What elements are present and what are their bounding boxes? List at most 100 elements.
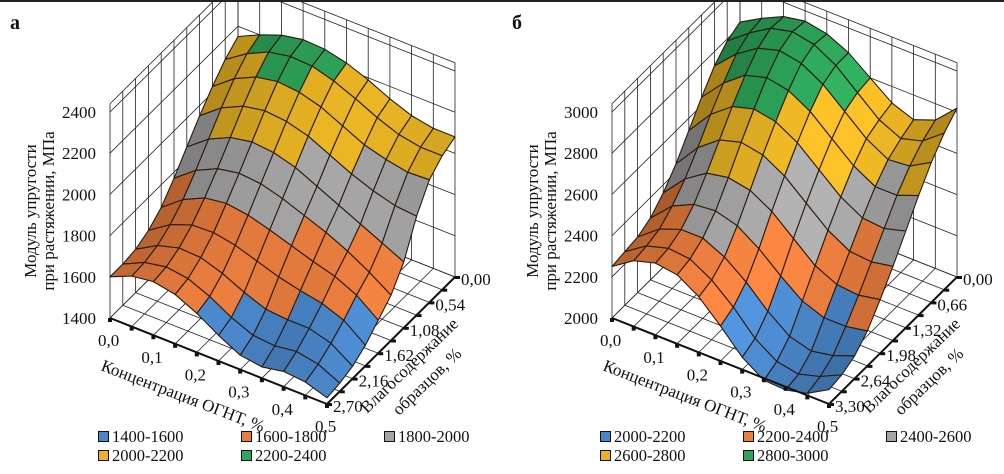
legend-swatch (384, 431, 395, 442)
y-tick-mark (931, 301, 937, 305)
x-tick-mark (216, 361, 221, 365)
surface-patch (109, 261, 146, 278)
axes (610, 276, 962, 408)
x-tick-label: 0,2 (687, 365, 708, 384)
x-tick-mark (173, 343, 178, 348)
wall-z-gridline (109, 2, 456, 113)
wall-top-edge (611, 2, 958, 105)
x-tick-label: 0,1 (141, 348, 162, 367)
y-tick-mark (378, 352, 384, 356)
y-tick-mark (352, 377, 358, 381)
legend-item: 2600-2800 (600, 446, 686, 465)
legend-item: 2200-2400 (743, 427, 829, 446)
z-tick-label: 3000 (564, 103, 598, 122)
legend-label: 2600-2800 (614, 446, 686, 465)
y-tick-mark (841, 390, 847, 394)
y-tick-mark (416, 314, 422, 318)
z-tick-label: 2200 (62, 144, 96, 163)
y-tick-label: 1,08 (410, 321, 440, 340)
x-tick-label: 0,0 (600, 331, 621, 350)
x-tick-mark (675, 343, 680, 348)
panel-а: 0,0 0,1 0,2 0,3 0,4 0,5 0,00 0,54 1,08 1,62 2,16 2,… (21, 2, 491, 436)
x-tick-label: 0,3 (228, 383, 249, 402)
x-tick-mark (151, 335, 156, 340)
z-tick-label: 2000 (564, 309, 598, 328)
z-axis-title: при растяжении, МПа (39, 131, 58, 291)
y-tick-label: 0,66 (937, 295, 967, 314)
legend-item: 2000-2200 (98, 446, 184, 465)
x-tick-mark (303, 395, 308, 400)
y-tick-mark (339, 390, 345, 394)
z-tick-label: 1400 (62, 309, 96, 328)
legend-item: 2400-2600 (886, 427, 972, 446)
x-tick-mark (129, 326, 134, 331)
x-tick-mark (696, 352, 701, 357)
x-tick-mark (281, 386, 286, 391)
tick-labels: 0,0 0,1 0,2 0,3 0,4 0,5 0,00 0,66 1,32 1,98 2,64 3,… (564, 103, 993, 436)
wall-z-gridline (109, 25, 456, 154)
legend-item: 2000-2200 (600, 427, 686, 446)
y-tick-mark (327, 403, 332, 406)
z-tick-label: 1800 (62, 227, 96, 246)
y-tick-mark (403, 326, 409, 330)
panel-label-b: б (512, 12, 522, 34)
y-tick-label: 0,54 (435, 295, 465, 314)
panel-б: 0,0 0,1 0,2 0,3 0,4 0,5 0,00 0,66 1,32 1,98 2,64 3,… (523, 2, 993, 436)
legend-swatch (241, 450, 252, 461)
x-tick-label: 0,5 (817, 417, 838, 436)
legend-swatch (98, 450, 109, 461)
surface-patch (611, 245, 648, 268)
x-tick-label: 0,2 (185, 365, 206, 384)
axes (108, 276, 460, 408)
z-axis-title: Модуль упругости (523, 144, 542, 278)
legend-label: 1400-1600 (112, 427, 184, 446)
legend-label: 1600-1800 (255, 427, 327, 446)
y-tick-mark (867, 364, 873, 368)
legend-swatch (98, 431, 109, 442)
y-tick-mark (365, 364, 371, 368)
x-tick-label: 0,4 (272, 400, 294, 419)
y-tick-label: 2,64 (861, 372, 891, 391)
x-tick-label: 0,3 (730, 383, 751, 402)
x-tick-label: 0,0 (98, 331, 119, 350)
legend-label: 2000-2200 (112, 446, 184, 465)
z-axis-title: при растяжении, МПа (541, 131, 560, 291)
x-tick-mark (194, 352, 199, 357)
y-tick-mark (893, 339, 898, 343)
y-tick-mark (944, 288, 950, 292)
legend-swatch (743, 450, 754, 461)
legend-swatch (600, 450, 611, 461)
y-tick-label: 2,16 (359, 372, 389, 391)
y-tick-mark (918, 314, 924, 318)
x-tick-mark (740, 369, 745, 374)
y-tick-mark (455, 276, 460, 279)
x-tick-mark (805, 395, 810, 400)
x-tick-mark (610, 318, 614, 322)
y-tick-label: 3,30 (835, 397, 865, 416)
y-tick-mark (391, 339, 396, 343)
z-tick-label: 1600 (62, 268, 96, 287)
wall-z-gridline (611, 2, 958, 113)
y-tick-label: 1,62 (384, 346, 414, 365)
legend-swatch (743, 431, 754, 442)
y-tick-mark (957, 276, 962, 279)
y-tick-mark (429, 301, 435, 305)
surface (611, 16, 958, 394)
y-tick-label: 0,00 (461, 270, 491, 289)
legend-swatch (886, 431, 897, 442)
legend-label: 1800-2000 (398, 427, 470, 446)
panel-label-a: а (10, 12, 20, 34)
x-tick-mark (259, 378, 264, 383)
z-tick-label: 2400 (62, 103, 96, 122)
z-tick-label: 2200 (564, 268, 598, 287)
legend-label: 2800-3000 (757, 446, 829, 465)
tick-labels: 0,0 0,1 0,2 0,3 0,4 0,5 0,00 0,54 1,08 1,62 2,16 2,… (62, 103, 491, 436)
legend-label: 2200-2400 (757, 427, 829, 446)
y-tick-mark (829, 403, 834, 406)
z-tick-label: 2000 (62, 185, 96, 204)
legend-item: 1600-1800 (241, 427, 327, 446)
x-tick-mark (631, 326, 636, 331)
legend-label: 2000-2200 (614, 427, 686, 446)
